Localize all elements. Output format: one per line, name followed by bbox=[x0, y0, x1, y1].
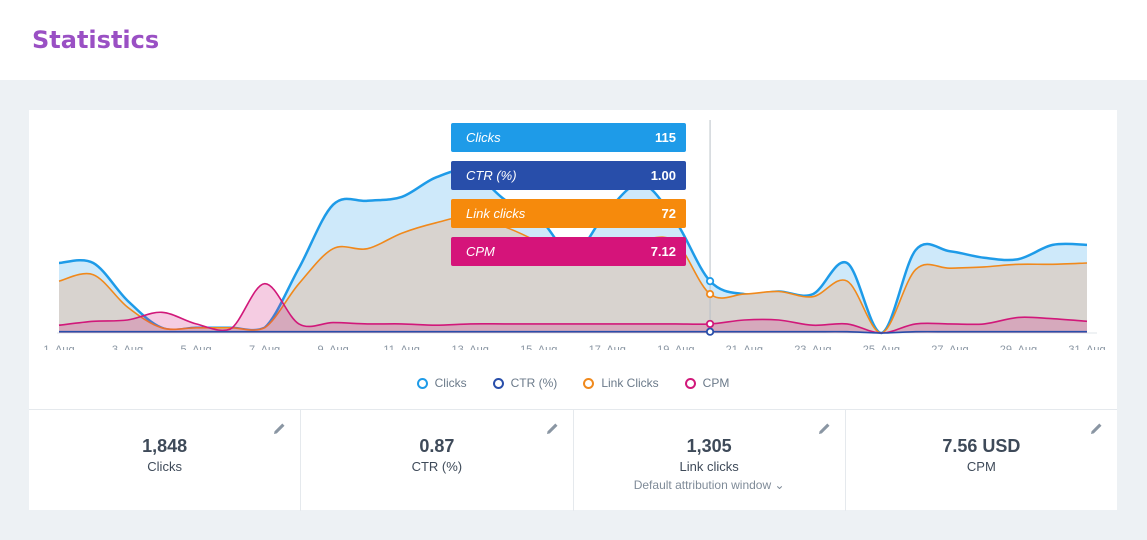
stat-value-clicks: 1,848 bbox=[142, 436, 188, 456]
x-tick-label: 31. Aug bbox=[1068, 344, 1105, 350]
pencil-icon[interactable] bbox=[546, 422, 559, 435]
hover-marker-ctr bbox=[705, 327, 715, 336]
stat-clicks: 1,848 Clicks bbox=[29, 410, 302, 511]
x-tick-label: 25. Aug bbox=[863, 344, 900, 350]
x-tick-label: 7. Aug bbox=[249, 344, 280, 350]
tooltip-ctr-value: 1.00 bbox=[650, 168, 676, 183]
series-line-ctr bbox=[58, 330, 1087, 334]
pencil-icon[interactable] bbox=[818, 422, 831, 435]
tooltip-ctr: CTR (%) 1.00 bbox=[451, 161, 686, 190]
legend-marker-link-clicks bbox=[583, 377, 595, 389]
tooltip-cpm-label: CPM bbox=[466, 244, 495, 259]
x-tick-label: 17. Aug bbox=[589, 344, 626, 350]
legend-marker-clicks bbox=[416, 377, 428, 389]
legend-label-ctr: CTR (%) bbox=[510, 376, 558, 390]
x-tick-label: 15. Aug bbox=[520, 344, 557, 350]
tooltip-cpm-value: 7.12 bbox=[650, 244, 676, 259]
legend-marker-ctr bbox=[492, 377, 504, 389]
hover-marker-clicks bbox=[705, 277, 715, 286]
stat-label-link-clicks: Link clicks bbox=[679, 459, 739, 474]
pencil-icon[interactable] bbox=[1090, 422, 1103, 435]
tooltip-clicks: Clicks 115 bbox=[451, 123, 686, 152]
stat-value-cpm: 7.56 USD bbox=[942, 436, 1021, 456]
statistics-chart[interactable]: 1. Aug 3. Aug 5. Aug 7. Aug 9. Aug 11. Aug 13.… bbox=[29, 110, 1117, 350]
stat-value-ctr: 0.87 bbox=[419, 436, 455, 456]
pencil-icon[interactable] bbox=[273, 422, 286, 435]
series-line-cpm bbox=[58, 282, 1088, 334]
legend-label-clicks: Clicks bbox=[434, 376, 467, 390]
tooltip-ctr-label: CTR (%) bbox=[466, 168, 517, 183]
attribution-window-dropdown[interactable]: Default attribution window ⌄ bbox=[633, 478, 785, 492]
page-title: Statistics bbox=[32, 26, 160, 54]
hover-marker-link-clicks bbox=[705, 290, 715, 299]
x-tick-label: 13. Aug bbox=[452, 344, 489, 350]
x-tick-label: 1. Aug bbox=[43, 344, 74, 350]
tooltip-cpm: CPM 7.12 bbox=[451, 237, 686, 266]
stat-value-link-clicks: 1,305 bbox=[686, 436, 732, 456]
legend-item-cpm[interactable]: CPM bbox=[684, 376, 730, 390]
x-tick-label: 19. Aug bbox=[657, 344, 694, 350]
x-tick-label: 5. Aug bbox=[180, 344, 211, 350]
chart-legend: Clicks CTR (%) Link Clicks CPM bbox=[29, 375, 1117, 391]
stat-cpm: 7.56 USD CPM bbox=[846, 410, 1117, 511]
x-tick-label: 11. Aug bbox=[383, 344, 420, 350]
legend-marker-cpm bbox=[684, 377, 696, 389]
x-tick-label: 29. Aug bbox=[1000, 344, 1037, 350]
tooltip-clicks-value: 115 bbox=[655, 130, 676, 145]
legend-item-clicks[interactable]: Clicks bbox=[416, 376, 467, 390]
legend-label-link-clicks: Link Clicks bbox=[601, 376, 659, 390]
legend-label-cpm: CPM bbox=[702, 376, 730, 390]
x-tick-label: 9. Aug bbox=[318, 344, 349, 350]
header-bar: Statistics bbox=[0, 0, 1147, 80]
hover-marker-cpm bbox=[705, 319, 715, 329]
x-tick-label: 21. Aug bbox=[726, 344, 763, 350]
stats-row: 1,848 Clicks 0.87 CTR (%) 1,305 Link cli… bbox=[29, 409, 1117, 511]
stat-label-ctr: CTR (%) bbox=[411, 459, 463, 474]
statistics-card: 1. Aug 3. Aug 5. Aug 7. Aug 9. Aug 11. Aug 13.… bbox=[29, 110, 1117, 511]
series-area-cpm bbox=[59, 283, 1087, 333]
tooltip-clicks-label: Clicks bbox=[466, 130, 501, 145]
tooltip-link-clicks: Link clicks 72 bbox=[451, 199, 686, 228]
stat-label-clicks: Clicks bbox=[147, 459, 182, 474]
stat-label-cpm: CPM bbox=[966, 459, 996, 474]
legend-item-link-clicks[interactable]: Link Clicks bbox=[583, 376, 659, 390]
x-tick-label: 23. Aug bbox=[794, 344, 831, 350]
stat-link-clicks: 1,305 Link clicks Default attribution wi… bbox=[574, 410, 846, 511]
legend-item-ctr[interactable]: CTR (%) bbox=[492, 376, 558, 390]
x-tick-label: 3. Aug bbox=[112, 344, 143, 350]
series-area-link-clicks bbox=[59, 216, 1087, 333]
tooltip-link-clicks-label: Link clicks bbox=[466, 206, 526, 221]
stat-ctr: 0.87 CTR (%) bbox=[301, 410, 574, 511]
tooltip-link-clicks-value: 72 bbox=[661, 206, 676, 221]
x-tick-label: 27. Aug bbox=[931, 344, 968, 350]
